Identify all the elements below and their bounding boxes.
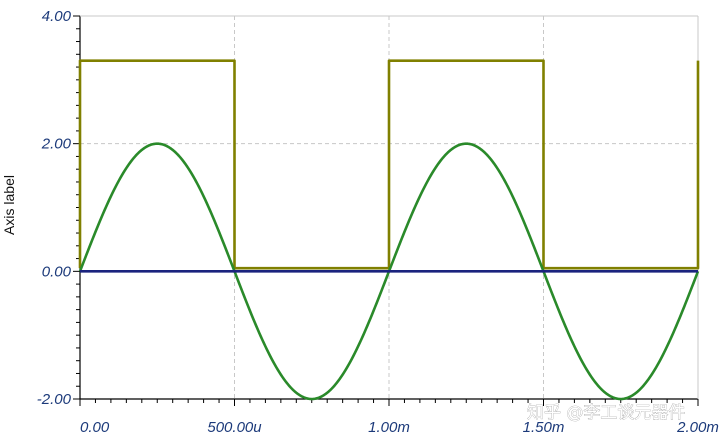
y-tick-label: 2.00 — [41, 136, 72, 153]
series-layer — [78, 59, 700, 401]
x-tick-label: 1.00m — [368, 419, 410, 436]
axis-layer — [73, 15, 699, 406]
y-tick-label: 4.00 — [42, 8, 72, 25]
x-tick-label: 500.00u — [207, 419, 262, 436]
series-line-1 — [78, 59, 700, 270]
y-tick-label: -2.00 — [37, 391, 72, 408]
x-tick-label: 2.00m — [676, 419, 719, 436]
x-tick-label: 0.00 — [80, 419, 110, 436]
x-tick-label: 1.50m — [523, 419, 565, 436]
y-tick-label: 0.00 — [42, 263, 72, 280]
watermark-text: 知乎 @李工谈元器件 — [527, 403, 685, 423]
y-axis-title: Axis label — [1, 175, 17, 235]
label-layer: -2.00 0.00 2.00 4.00 0.00 500.00u 1.00m 1.50m 2.… — [37, 8, 719, 436]
